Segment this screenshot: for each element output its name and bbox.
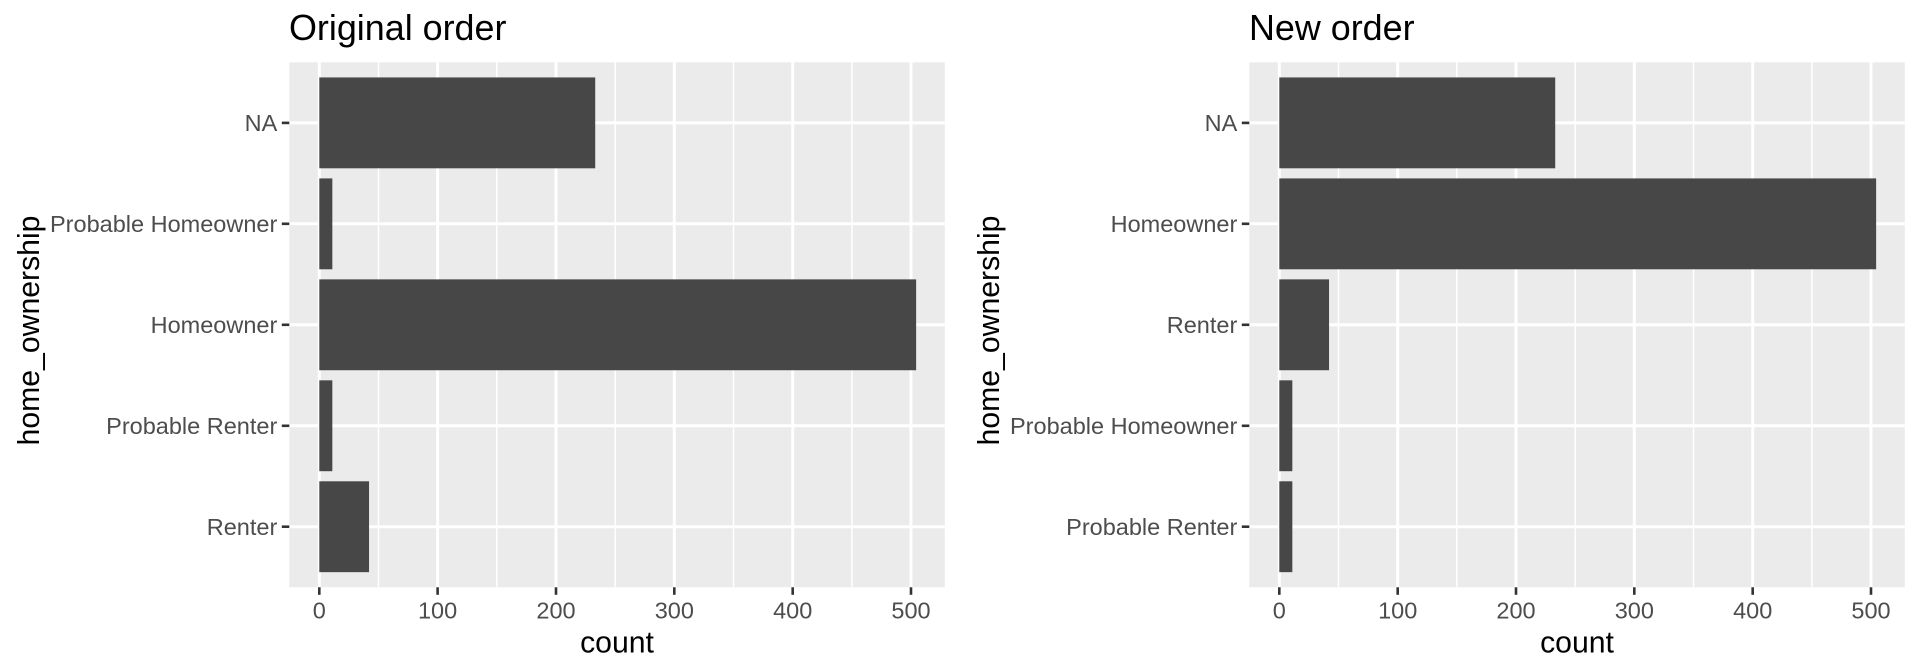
svg-text:Probable Homeowner: Probable Homeowner [50,211,277,237]
svg-text:New order: New order [1249,8,1415,48]
svg-text:Renter: Renter [207,514,278,540]
svg-text:0: 0 [1273,597,1286,623]
svg-text:Probable Renter: Probable Renter [106,413,277,439]
svg-text:home_ownership: home_ownership [13,216,46,446]
svg-text:Homeowner: Homeowner [1111,211,1238,237]
svg-text:200: 200 [536,597,575,623]
svg-text:count: count [580,626,654,659]
svg-text:Original order: Original order [289,8,506,48]
svg-text:NA: NA [245,110,278,136]
svg-text:300: 300 [655,597,694,623]
svg-text:500: 500 [891,597,930,623]
svg-text:Probable Renter: Probable Renter [1066,514,1237,540]
svg-text:home_ownership: home_ownership [973,216,1006,446]
svg-text:0: 0 [313,597,326,623]
svg-text:Homeowner: Homeowner [151,312,278,338]
svg-text:Renter: Renter [1167,312,1238,338]
svg-text:300: 300 [1615,597,1654,623]
svg-text:400: 400 [1733,597,1772,623]
svg-text:100: 100 [1378,597,1417,623]
svg-text:count: count [1540,626,1614,659]
svg-text:100: 100 [418,597,457,623]
svg-text:NA: NA [1205,110,1238,136]
svg-text:200: 200 [1496,597,1535,623]
svg-text:400: 400 [773,597,812,623]
svg-text:500: 500 [1851,597,1890,623]
svg-text:Probable Homeowner: Probable Homeowner [1010,413,1237,439]
